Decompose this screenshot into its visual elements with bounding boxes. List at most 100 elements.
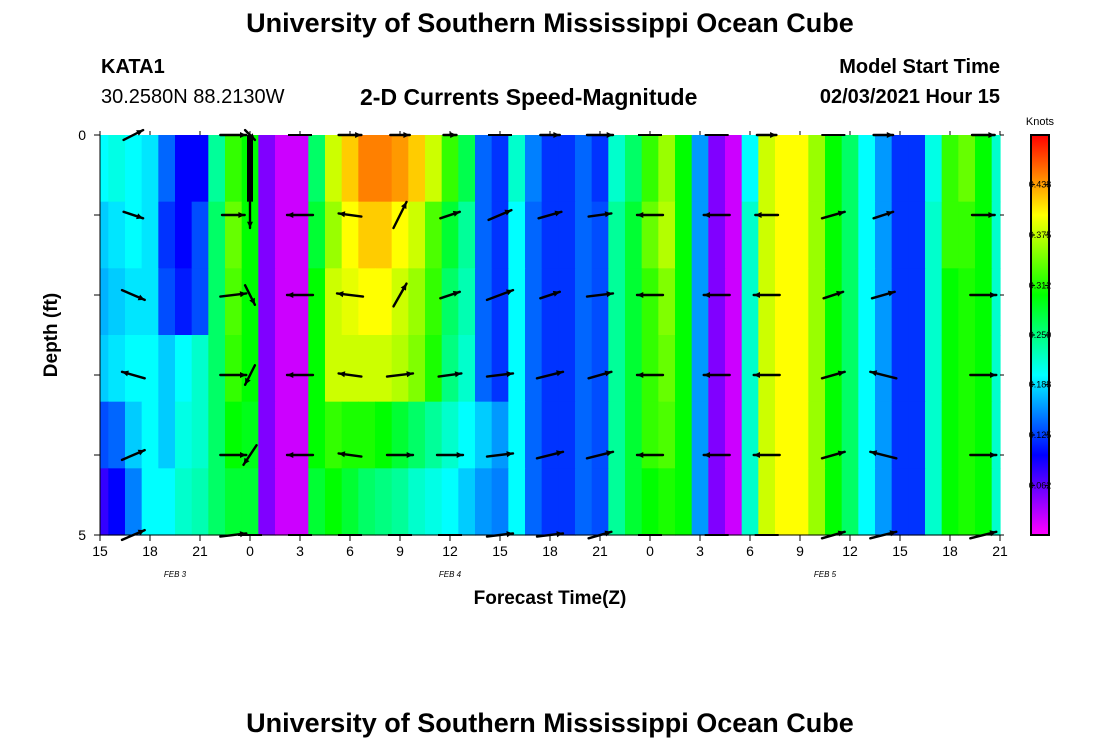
heatmap-cell xyxy=(275,468,293,536)
heatmap-cell xyxy=(975,335,993,403)
vector-arrow xyxy=(969,372,998,378)
heatmap-cell xyxy=(591,135,609,203)
heatmap-cell xyxy=(658,335,676,403)
heatmap-cell xyxy=(558,201,576,269)
heatmap-cell xyxy=(225,468,243,536)
heatmap-cell xyxy=(100,135,109,203)
vector-head xyxy=(239,291,247,298)
heatmap-cell xyxy=(591,201,609,269)
vector-head xyxy=(703,372,710,378)
heatmap-cell xyxy=(375,468,393,536)
heatmap-cell xyxy=(958,401,976,469)
vector-arrow xyxy=(219,452,248,458)
heatmap-cell xyxy=(491,268,509,336)
vector-head xyxy=(604,211,612,218)
heatmap-cell xyxy=(158,468,176,536)
heatmap-cell xyxy=(858,468,876,536)
heatmap-cell xyxy=(891,135,909,203)
heatmap-cell xyxy=(841,401,859,469)
vector-arrow xyxy=(702,452,731,458)
heatmap-cell xyxy=(975,201,993,269)
vector-head xyxy=(287,452,294,458)
heatmap-cell xyxy=(641,401,659,469)
colorbar-tick-label: 0.062 xyxy=(1029,480,1052,490)
vector-head xyxy=(886,210,894,217)
heatmap-cell xyxy=(508,201,526,269)
heatmap-cell xyxy=(725,335,743,403)
vector-head xyxy=(755,212,762,218)
heatmap-cell xyxy=(625,201,643,269)
vector-arrow xyxy=(535,450,565,460)
heatmap-cell xyxy=(275,135,293,203)
vector-arrow xyxy=(702,212,731,218)
vector-arrow xyxy=(754,212,780,218)
heatmap-cell xyxy=(991,135,1001,203)
heatmap-cell xyxy=(125,468,143,536)
heatmap-cell xyxy=(458,201,476,269)
heatmap-cell xyxy=(408,335,426,403)
vector-arrow xyxy=(872,210,895,220)
heatmap-cell xyxy=(741,401,759,469)
vector-head xyxy=(506,289,513,296)
x-tick-label: 18 xyxy=(542,543,558,559)
vector-arrow xyxy=(822,290,845,300)
heatmap-cell xyxy=(941,468,959,536)
heatmap-cell xyxy=(675,335,693,403)
vector-arrow xyxy=(337,451,363,458)
heatmap-cell xyxy=(425,268,443,336)
vector-head xyxy=(606,132,613,138)
vector-head xyxy=(122,370,129,377)
vector-arrow xyxy=(635,372,665,378)
model-start-value: 02/03/2021 Hour 15 xyxy=(819,86,1000,108)
vector-arrow xyxy=(752,292,781,298)
heatmap-cell xyxy=(125,401,143,469)
page-title: University of Southern Mississippi Ocean… xyxy=(246,8,854,38)
heatmap-cell xyxy=(841,268,859,336)
heatmap-cell xyxy=(191,135,209,203)
heatmap-cell xyxy=(758,268,776,336)
vector-head xyxy=(837,210,845,217)
heatmap-cell xyxy=(341,401,359,469)
heatmap-cell xyxy=(575,468,593,536)
heatmap-cell xyxy=(958,135,976,203)
colorbar-tick-label: 0.250 xyxy=(1029,330,1052,340)
heatmap-cell xyxy=(325,268,343,336)
heatmap-cell xyxy=(608,135,626,203)
heatmap-cell xyxy=(291,468,309,536)
heatmap-cell xyxy=(458,401,476,469)
vector-head xyxy=(403,132,410,138)
heatmap-cell xyxy=(808,401,826,469)
vector-head xyxy=(452,210,460,217)
vector-arrow xyxy=(820,450,846,460)
vector-head xyxy=(870,370,878,377)
heatmap-cell xyxy=(758,335,776,403)
vector-head xyxy=(238,212,245,218)
heatmap-cell xyxy=(808,201,826,269)
vector-arrow xyxy=(485,371,515,378)
vector-arrow xyxy=(439,210,461,220)
heatmap-cell xyxy=(308,135,326,203)
colorbar-units: Knots xyxy=(1026,116,1055,128)
vector-arrow xyxy=(285,212,315,218)
vector-head xyxy=(556,450,563,457)
vector-arrow xyxy=(122,210,145,220)
station-id: KATA1 xyxy=(101,56,165,78)
vector-head xyxy=(637,372,644,378)
vector-arrow xyxy=(537,210,563,220)
vector-head xyxy=(988,212,995,218)
vector-arrow xyxy=(243,364,257,386)
x-tick-label: 6 xyxy=(346,543,354,559)
vector-head xyxy=(990,452,997,458)
heatmap-cell xyxy=(591,401,609,469)
vector-arrow xyxy=(385,371,415,378)
vector-head xyxy=(137,294,145,301)
heatmap-cell xyxy=(458,135,476,203)
heatmap-cell xyxy=(191,468,209,536)
heatmap-cell xyxy=(158,268,176,336)
heatmap-cell xyxy=(991,468,1001,536)
vector-arrow xyxy=(970,212,996,218)
vector-head xyxy=(506,531,513,538)
heatmap-cell xyxy=(441,401,459,469)
heatmap-cell xyxy=(308,268,326,336)
heatmap-cell xyxy=(758,135,776,203)
